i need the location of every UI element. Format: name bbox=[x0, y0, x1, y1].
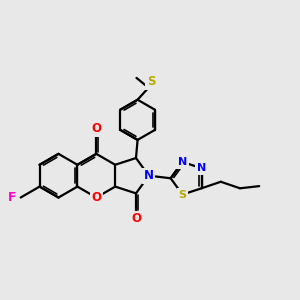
Text: N: N bbox=[144, 169, 154, 182]
Text: O: O bbox=[91, 122, 101, 135]
Text: O: O bbox=[91, 191, 101, 204]
Text: N: N bbox=[197, 163, 206, 173]
Text: N: N bbox=[178, 157, 187, 167]
Text: S: S bbox=[147, 75, 155, 88]
Text: O: O bbox=[131, 212, 141, 226]
Text: F: F bbox=[8, 191, 16, 204]
Text: S: S bbox=[178, 190, 187, 200]
